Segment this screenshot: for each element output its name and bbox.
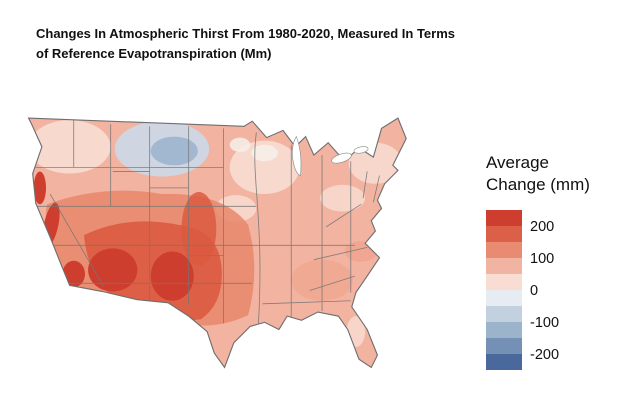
- legend-title-line2: Change (mm): [486, 174, 590, 194]
- lake-erie: [331, 152, 352, 164]
- figure-title-line2: of Reference Evapotranspiration (Mm): [36, 46, 272, 62]
- region-north-california-coast-red: [33, 171, 47, 205]
- legend: Average Change (mm) 200 100 0 -100 -200: [486, 152, 618, 378]
- region-new-mexico-deep-red: [150, 251, 194, 301]
- legend-swatch: [486, 257, 522, 274]
- region-florida-pale: [346, 316, 366, 347]
- legend-swatch: [486, 353, 522, 370]
- lake-michigan: [291, 135, 302, 176]
- legend-swatch: [486, 241, 522, 258]
- us-map: [28, 117, 407, 369]
- legend-color-bar: 200 100 0 -100 -200: [486, 209, 559, 370]
- legend-swatch: [486, 305, 522, 322]
- legend-swatch: [486, 209, 522, 226]
- legend-title: Average Change (mm): [486, 152, 618, 196]
- state-boundaries: [28, 118, 380, 324]
- legend-title-line1: Average: [486, 153, 550, 172]
- region-wisconsin-near-white: [251, 144, 278, 162]
- legend-swatch: [486, 321, 522, 338]
- legend-tick-0: 0: [530, 283, 538, 299]
- figure-title-line1: Changes In Atmospheric Thirst From 1980-…: [36, 26, 456, 41]
- legend-swatch: [486, 337, 522, 354]
- legend-tick-100: 100: [530, 251, 554, 267]
- legend-tick-200: 200: [530, 219, 554, 235]
- legend-swatch: [486, 273, 522, 290]
- lake-ontario: [353, 146, 369, 154]
- legend-swatch: [486, 289, 522, 306]
- figure-title: Changes In Atmospheric Thirst From 1980-…: [36, 24, 536, 64]
- region-minnesota-near-white: [229, 137, 251, 152]
- region-northwest-pale: [28, 120, 111, 174]
- region-ohio-valley-pale: [319, 184, 366, 212]
- region-arizona-deep-red: [88, 248, 138, 292]
- region-upper-midwest-pale: [229, 140, 300, 195]
- legend-tick-neg-100: -100: [530, 315, 559, 331]
- region-montana-medium-blue: [150, 136, 198, 166]
- legend-tick-neg-200: -200: [530, 347, 559, 363]
- region-panhandle-dark-red: [181, 191, 217, 266]
- legend-swatch: [486, 225, 522, 242]
